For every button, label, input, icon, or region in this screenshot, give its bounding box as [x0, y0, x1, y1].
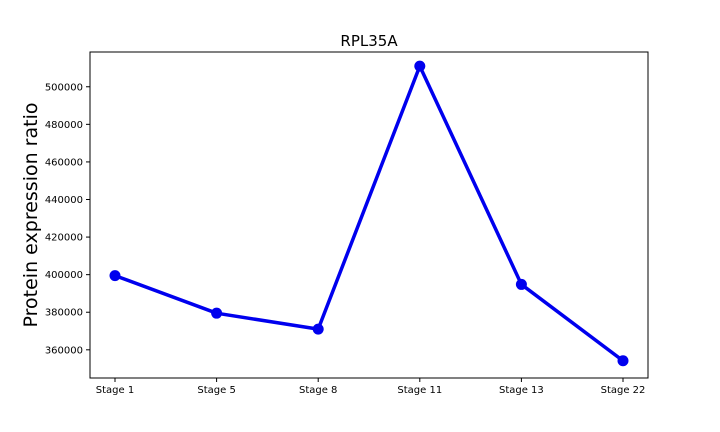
data-point: [109, 270, 121, 282]
y-axis-label: Protein expression ratio: [20, 103, 42, 328]
chart-title: RPL35A: [340, 32, 398, 50]
data-point: [515, 278, 527, 290]
x-tick-label: Stage 13: [499, 385, 544, 396]
y-axis: 360000 380000 400000 420000 440000 460000 4800…: [45, 82, 90, 356]
x-tick-label: Stage 8: [299, 385, 337, 396]
plot-frame: [89, 51, 649, 379]
series-line: [114, 64, 625, 363]
y-tick-label: 400000: [45, 270, 83, 281]
y-tick-label: 440000: [45, 195, 83, 206]
y-tick-label: 480000: [45, 120, 83, 131]
x-axis: Stage 1 Stage 5 Stage 8 Stage 11 Stage 13 Sta…: [96, 378, 646, 396]
data-point: [312, 323, 324, 335]
x-tick-label: Stage 22: [601, 385, 646, 396]
series: [109, 60, 629, 367]
x-tick-label: Stage 1: [96, 385, 134, 396]
y-tick-label: 460000: [45, 157, 83, 168]
data-point: [414, 60, 426, 72]
data-point: [617, 355, 629, 367]
data-point: [211, 307, 223, 319]
x-tick-label: Stage 5: [197, 385, 235, 396]
y-tick-label: 420000: [45, 233, 83, 244]
x-tick-label: Stage 11: [397, 385, 442, 396]
y-tick-label: 500000: [45, 82, 83, 93]
y-tick-label: 380000: [45, 308, 83, 319]
y-tick-label: 360000: [45, 345, 83, 356]
